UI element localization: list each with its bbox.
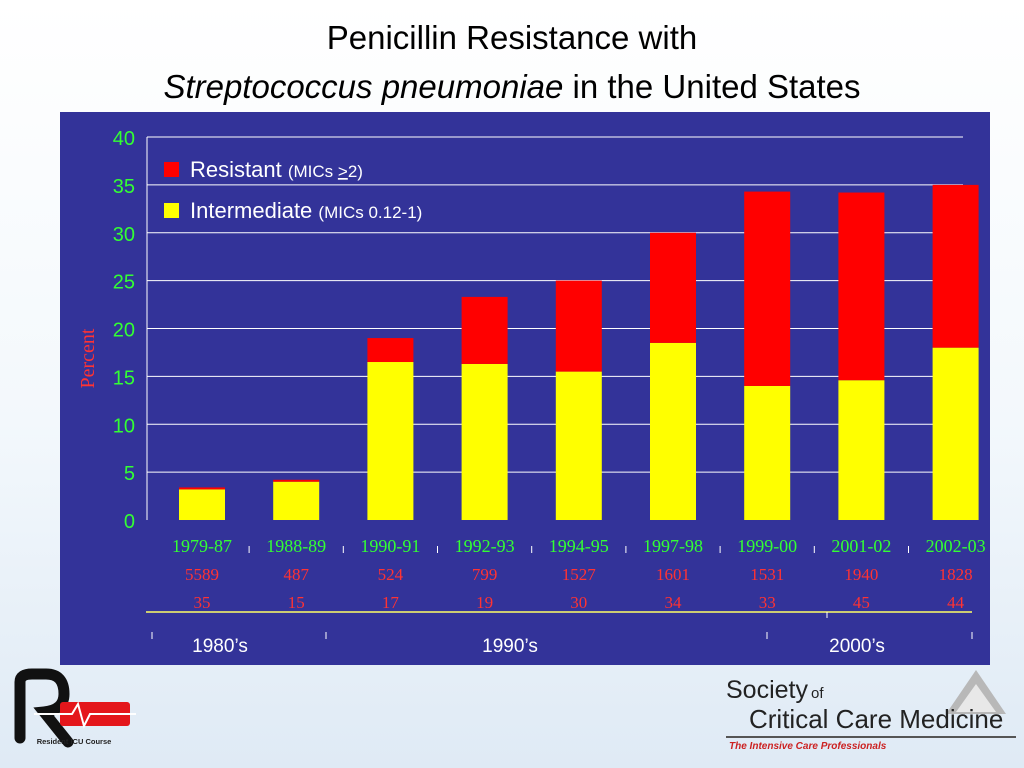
row3-label: 34 [665, 593, 683, 612]
ricu-r-shape [14, 668, 74, 748]
bar-resistant-1997-98 [650, 232, 696, 343]
row3-label: 35 [194, 593, 211, 612]
x-tick-label: 2002-03 [926, 536, 986, 556]
row2-label: 1828 [939, 565, 973, 584]
legend-swatch-resistant [164, 162, 179, 177]
y-tick-label: 25 [113, 272, 135, 294]
bar-intermediate-1997-98 [650, 342, 696, 520]
row3-label: 45 [853, 593, 870, 612]
decade-label: 2000’s [829, 636, 885, 657]
bar-intermediate-1999-00 [744, 385, 791, 520]
bar-intermediate-1988-89 [273, 481, 320, 520]
bar-intermediate-2002-03 [932, 347, 979, 520]
row3-label: 44 [947, 593, 965, 612]
legend-swatch-intermediate [164, 203, 179, 218]
title-line-2: Streptococcus pneumoniae in the United S… [0, 67, 1024, 107]
y-tick-label: 35 [113, 176, 135, 198]
y-tick-label: 5 [124, 463, 135, 485]
ricu-caption: Resident ICU Course [37, 737, 112, 746]
bar-intermediate-1992-93 [461, 363, 508, 520]
row2-label: 524 [378, 565, 404, 584]
bar-chart: 0 5 10 15 20 25 30 35 40 Percent 1979-87 1988-89 199… [77, 128, 986, 657]
y-tick-label: 0 [124, 511, 135, 533]
row2-label: 1940 [844, 565, 878, 584]
row2-label: 5589 [185, 565, 219, 584]
row2-label: 1601 [656, 565, 690, 584]
bar-intermediate-2001-02 [838, 380, 885, 520]
x-tick-label: 1990-91 [360, 536, 420, 556]
sccm-name: Critical Care Medicine [749, 704, 1003, 734]
title-country: in the United States [563, 68, 861, 105]
bar-resistant-1999-00 [744, 191, 791, 386]
x-tick-label: 1992-93 [455, 536, 515, 556]
sccm-tagline: The Intensive Care Professionals [729, 741, 887, 752]
decade-label: 1990’s [482, 636, 538, 657]
bar-intermediate-1990-91 [367, 362, 414, 520]
y-tick-label: 20 [113, 320, 135, 342]
title-line-1: Penicillin Resistance with [326, 19, 698, 56]
sccm-logo-icon: Society of Critical Care Medicine The Int… [726, 670, 1016, 752]
x-tick-label: 2001-02 [831, 536, 891, 556]
bar-resistant-1988-89 [273, 479, 320, 482]
y-tick-label: 30 [113, 224, 135, 246]
y-tick-label: 40 [113, 128, 135, 150]
row3-label: 15 [288, 593, 305, 612]
row3-label: 30 [570, 593, 587, 612]
x-tick-label: 1979-87 [172, 536, 232, 556]
chart-panel: 0 5 10 15 20 25 30 35 40 Percent 1979-87 1988-89 199… [60, 112, 990, 665]
decade-label: 1980’s [192, 636, 248, 657]
y-tick-label: 10 [113, 415, 135, 437]
y-tick-label: 15 [113, 367, 135, 389]
row2-label: 799 [472, 565, 498, 584]
row3-label: 19 [476, 593, 493, 612]
sccm-word-society: Society of [726, 676, 824, 704]
row3-label: 33 [759, 593, 776, 612]
x-tick-label: 1994-95 [549, 536, 609, 556]
bar-resistant-1979-87 [179, 487, 225, 490]
row2-label: 487 [283, 565, 309, 584]
bar-intermediate-1979-87 [179, 489, 225, 520]
row2-label: 1527 [562, 565, 597, 584]
x-tick-label: 1988-89 [266, 536, 326, 556]
x-tick-label: 1999-00 [737, 536, 797, 556]
legend-label-resistant: Resistant (MICs >2) [190, 157, 363, 182]
bar-resistant-1994-95 [555, 280, 602, 372]
row3-label: 17 [382, 593, 400, 612]
row2-label: 1531 [750, 565, 784, 584]
x-tick-label: 1997-98 [643, 536, 703, 556]
bar-resistant-2002-03 [932, 184, 979, 348]
y-axis-title: Percent [77, 328, 99, 388]
legend-label-intermediate: Intermediate (MICs 0.12-1) [190, 198, 422, 223]
bar-resistant-1990-91 [367, 338, 414, 363]
ricu-pulse-line [34, 701, 136, 729]
title-organism: Streptococcus pneumoniae [163, 68, 564, 105]
bar-intermediate-1994-95 [555, 371, 602, 520]
ricu-logo-icon: Resident ICU Course [14, 668, 136, 748]
bar-resistant-1992-93 [461, 296, 508, 364]
bar-resistant-2001-02 [838, 192, 885, 381]
